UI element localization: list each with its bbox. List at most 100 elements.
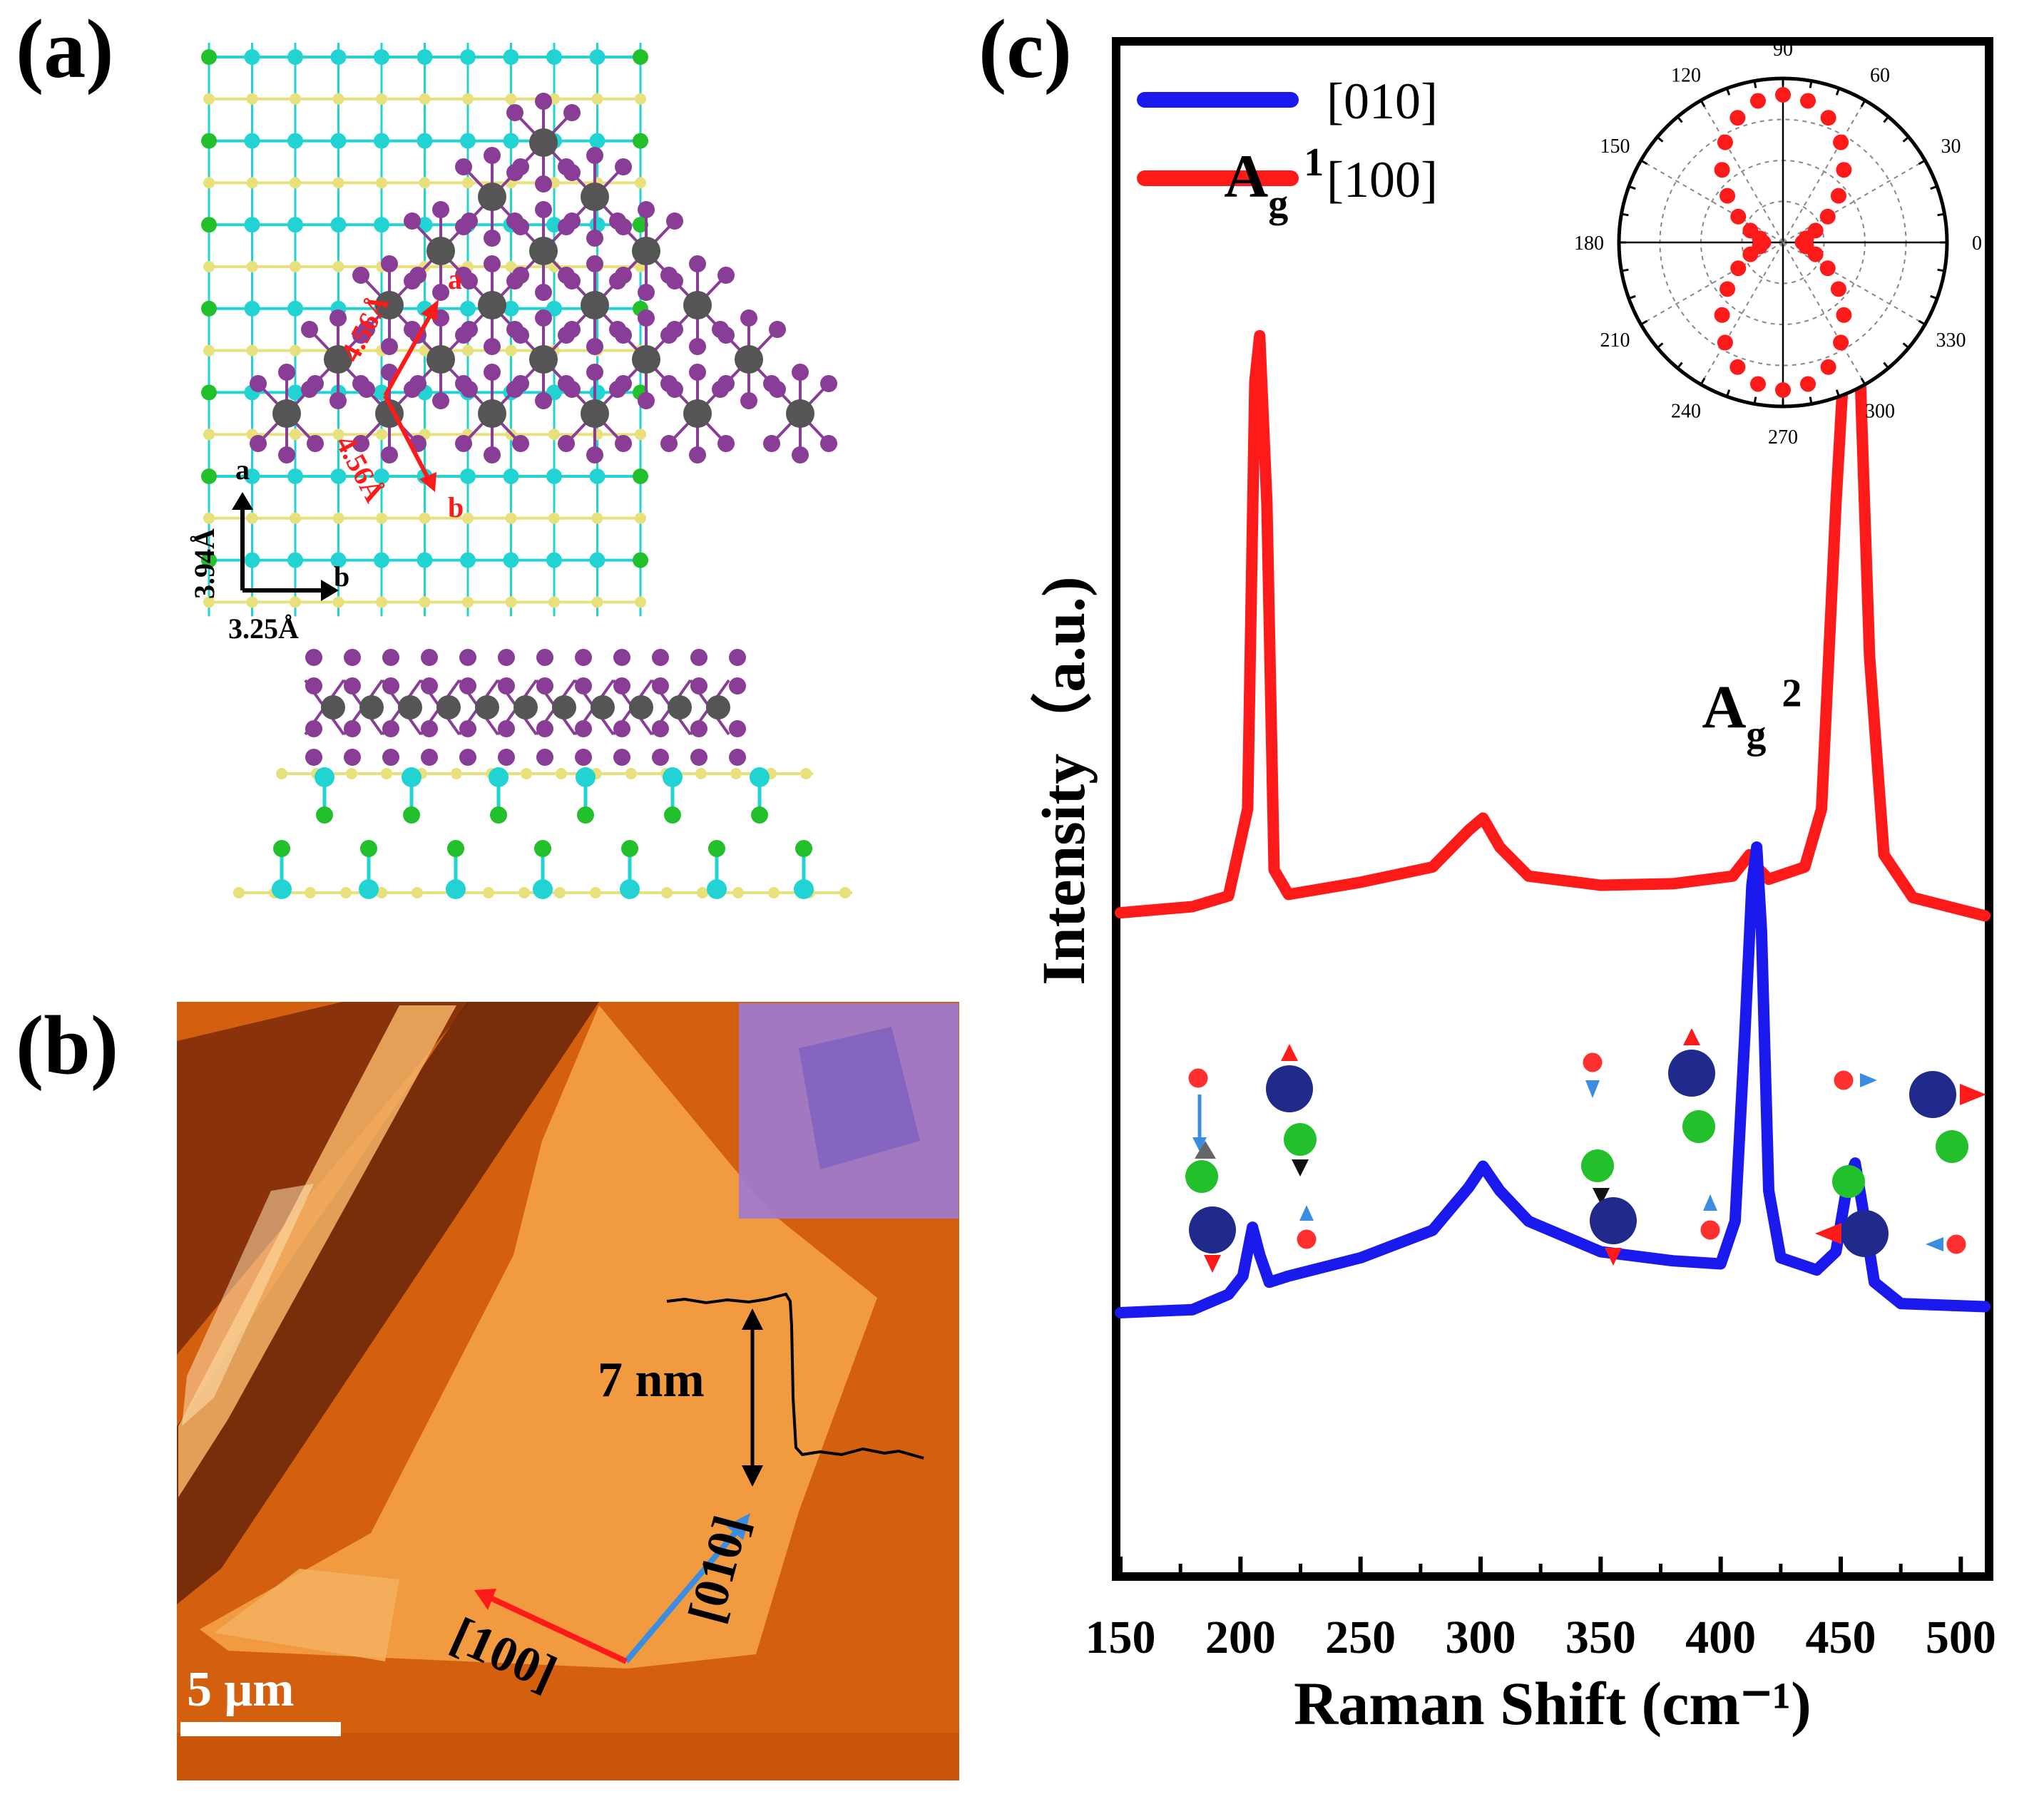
substrate-atom-cl xyxy=(708,840,725,857)
lattice-atom-s xyxy=(290,429,301,441)
layer-atom-x xyxy=(763,435,780,452)
layer-atom-x xyxy=(512,435,529,452)
peak-label-sup-2: 2 xyxy=(1782,671,1802,715)
polar-point xyxy=(1775,87,1791,103)
polar-point xyxy=(1800,376,1816,392)
lattice-atom xyxy=(417,133,433,149)
layer-atom-x xyxy=(461,212,478,230)
lattice-atom xyxy=(460,300,476,317)
plot-frame xyxy=(1112,37,1993,1581)
layer-atom-m xyxy=(683,399,712,428)
polar-tick xyxy=(1835,88,1841,96)
side-atom-x xyxy=(421,749,438,766)
lattice-atom xyxy=(460,133,476,149)
layer-atom-m xyxy=(529,237,558,265)
lattice-atom-s xyxy=(203,93,215,105)
layer-atom-x xyxy=(792,446,809,463)
lattice-atom-s xyxy=(376,177,387,189)
side-atom-x xyxy=(344,720,361,737)
polar-point xyxy=(1729,110,1746,126)
side-atom-x xyxy=(613,749,630,766)
substrate-atom xyxy=(402,767,421,787)
substrate-atom-s xyxy=(412,887,423,898)
lattice-atom xyxy=(503,468,519,484)
cl-atom xyxy=(1185,1160,1218,1193)
polar-tick xyxy=(1640,159,1648,165)
substrate-atom-s xyxy=(233,887,245,898)
layer-atom-x xyxy=(381,446,398,463)
x-tick-label: 200 xyxy=(1205,1611,1276,1664)
layer-atom-x xyxy=(689,255,706,272)
polar-tick xyxy=(1628,185,1636,190)
legend: [010] [100] xyxy=(1137,73,1438,208)
substrate-atom-s xyxy=(556,768,567,779)
x-tick-label: 500 xyxy=(1926,1611,1996,1664)
lattice-atom-s xyxy=(505,93,517,105)
layer-atom-x xyxy=(352,267,369,284)
side-atom-x xyxy=(690,720,707,737)
afm-flake xyxy=(200,1005,877,1669)
afm-image: 7 nm [100] [010] 5 μm xyxy=(177,1002,959,1780)
side-atom-m xyxy=(552,695,576,719)
lattice-atom xyxy=(287,49,303,65)
polar-spoke xyxy=(1782,242,1866,385)
lattice-atom-s xyxy=(376,596,387,608)
lattice-atom-s xyxy=(246,93,258,105)
height-profile xyxy=(666,1292,924,1460)
layer-atom-m xyxy=(324,345,352,374)
metal-atom xyxy=(1590,1197,1637,1244)
lattice-atom xyxy=(546,468,562,484)
layer-atom-x xyxy=(769,321,786,338)
lattice-atom-s xyxy=(462,344,474,357)
axis-b-label: b xyxy=(334,560,349,593)
lattice-atom-s xyxy=(203,344,215,357)
side-atom-x xyxy=(575,749,592,766)
substrate-atom xyxy=(359,879,379,899)
lattice-atom-s xyxy=(505,261,517,272)
lattice-atom-s xyxy=(462,93,474,105)
lattice-atom-s xyxy=(290,261,301,272)
lattice-atom-s xyxy=(203,429,215,441)
polar-spoke xyxy=(1782,100,1866,243)
scale-bar xyxy=(180,1722,341,1736)
lattice-atom xyxy=(417,49,433,65)
lattice-atom xyxy=(287,552,303,568)
polar-spoke xyxy=(1640,242,1784,325)
substrate-atom xyxy=(620,879,640,899)
layer-atom-x xyxy=(404,321,421,338)
side-atom-x xyxy=(382,749,399,766)
polar-angle-label: 210 xyxy=(1600,329,1630,352)
displacement-arrowhead-red xyxy=(1815,1223,1841,1244)
lattice-atom-s xyxy=(332,261,344,272)
layer-atom-m xyxy=(426,345,455,374)
layer-atom-x xyxy=(301,321,318,338)
substrate-atom-cl xyxy=(664,806,681,824)
substrate-atom xyxy=(794,879,814,899)
peak-label-sub-2: g xyxy=(1746,712,1766,757)
polar-spoke xyxy=(1700,100,1784,243)
layer-atom-x xyxy=(432,201,449,218)
series-lines xyxy=(1115,299,1991,1318)
side-atom-x xyxy=(536,749,553,766)
dir-010-arrow xyxy=(623,1527,741,1664)
substrate-atom xyxy=(576,767,596,787)
substrate-atom-cl xyxy=(490,806,507,824)
side-atom-x xyxy=(652,720,669,737)
substrate-atom-s xyxy=(768,887,780,898)
side-atom-x xyxy=(305,720,322,737)
lattice-atom xyxy=(589,49,605,65)
lattice-atom xyxy=(374,133,389,149)
polar-tick xyxy=(1700,100,1706,108)
lattice-atom-s xyxy=(635,512,646,524)
layer-atom-x xyxy=(535,201,552,218)
layer-atom-x xyxy=(717,435,735,452)
vector-b-arrowhead xyxy=(419,472,436,492)
s-atom xyxy=(1831,1068,1856,1092)
metal-atom xyxy=(1841,1210,1889,1257)
lattice-atom xyxy=(589,552,605,568)
layer-atom-x xyxy=(278,446,295,463)
metal-atom xyxy=(1266,1065,1313,1112)
polar-angle-label: 180 xyxy=(1574,232,1604,255)
layer-atom-x xyxy=(381,255,398,272)
side-atom-x xyxy=(382,677,399,695)
